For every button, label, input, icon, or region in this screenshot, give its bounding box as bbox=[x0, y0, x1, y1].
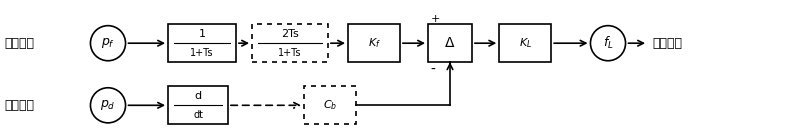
Text: 前馈信号: 前馈信号 bbox=[652, 37, 682, 50]
Text: $p_f$: $p_f$ bbox=[101, 36, 115, 50]
Text: 1: 1 bbox=[198, 29, 206, 39]
Text: 炉膀压力: 炉膀压力 bbox=[4, 37, 34, 50]
Text: $C_b$: $C_b$ bbox=[323, 98, 337, 112]
Text: dt: dt bbox=[193, 110, 203, 120]
Text: $K_f$: $K_f$ bbox=[367, 36, 381, 50]
Bar bbox=[168, 86, 228, 124]
Text: +: + bbox=[430, 14, 440, 24]
Text: $K_L$: $K_L$ bbox=[518, 36, 532, 50]
Text: 2Ts: 2Ts bbox=[281, 29, 299, 39]
Bar bbox=[428, 24, 472, 62]
Bar bbox=[499, 24, 551, 62]
Text: d: d bbox=[194, 91, 202, 101]
Text: Δ: Δ bbox=[446, 36, 454, 50]
Text: 1+Ts: 1+Ts bbox=[190, 48, 214, 58]
Bar bbox=[252, 24, 328, 62]
Text: 1+Ts: 1+Ts bbox=[278, 48, 302, 58]
Bar bbox=[348, 24, 400, 62]
Text: -: - bbox=[430, 63, 435, 77]
Text: 汽包压力: 汽包压力 bbox=[4, 99, 34, 112]
Text: $p_d$: $p_d$ bbox=[100, 98, 116, 112]
Text: $f_L$: $f_L$ bbox=[602, 35, 614, 51]
Bar bbox=[304, 86, 356, 124]
Bar bbox=[168, 24, 236, 62]
